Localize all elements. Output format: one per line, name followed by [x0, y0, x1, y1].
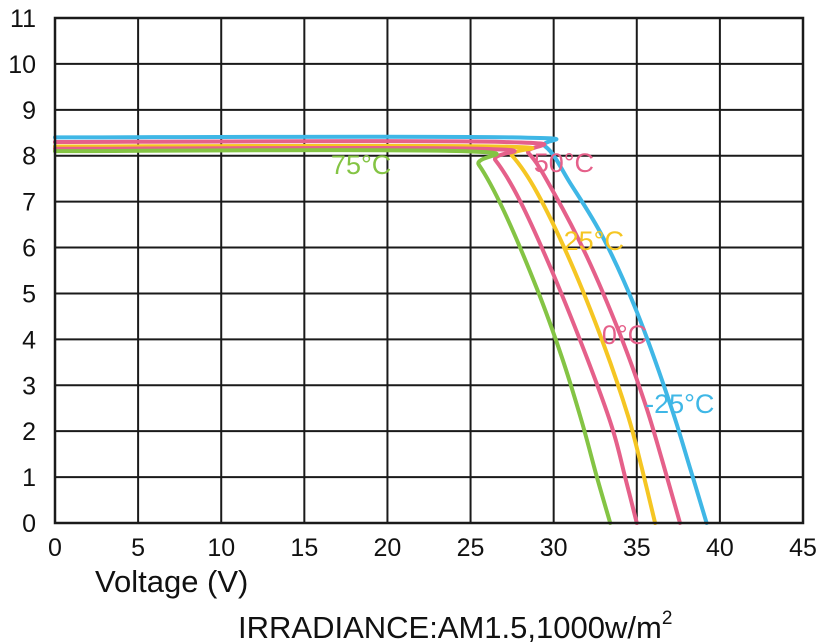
x-tick-label: 15 [290, 534, 318, 562]
x-tick-label: 30 [540, 534, 568, 562]
y-tick-label: 6 [22, 235, 36, 263]
grid [54, 17, 804, 524]
series-label: -25°C [645, 389, 714, 419]
y-tick-label: 7 [22, 189, 36, 217]
x-tick-label: 10 [207, 534, 235, 562]
x-axis-label: Voltage (V) [95, 564, 248, 599]
y-tick-label: 8 [22, 143, 36, 171]
x-tick-label: 35 [623, 534, 651, 562]
series-label: 0°C [602, 320, 647, 350]
series-line [53, 148, 613, 525]
x-tick-label: 25 [457, 534, 485, 562]
x-tick-label: 20 [374, 534, 402, 562]
series-line [53, 134, 709, 525]
irradiance-superscript: 2 [662, 608, 673, 629]
series-line [53, 145, 639, 525]
x-tick-labels: 0 5 10 15 20 25 30 35 40 45 [48, 534, 817, 562]
series-line [53, 139, 682, 525]
y-tick-label: 10 [8, 51, 36, 79]
curves [53, 134, 709, 525]
irradiance-text: IRRADIANCE:AM1.5,1000w/m [238, 610, 662, 644]
x-tick-label: 40 [706, 534, 734, 562]
x-tick-label: 0 [48, 534, 62, 562]
y-tick-label: 2 [22, 418, 36, 446]
series-label: 75°C [331, 150, 391, 180]
series-label: 50°C [534, 148, 594, 178]
y-tick-label: 4 [22, 326, 36, 354]
y-tick-label: 0 [22, 510, 36, 538]
y-tick-label: 9 [22, 97, 36, 125]
series-label: 25°C [564, 226, 624, 256]
y-tick-labels: 0 1 2 3 4 5 6 7 8 9 10 11 [8, 5, 36, 538]
irradiance-note: IRRADIANCE:AM1.5,1000w/m2 [238, 608, 672, 644]
x-tick-label: 5 [131, 534, 145, 562]
y-tick-label: 5 [22, 280, 36, 308]
y-tick-label: 3 [22, 372, 36, 400]
y-tick-label: 11 [10, 5, 36, 33]
x-tick-label: 45 [789, 534, 817, 562]
series-line [53, 143, 658, 525]
plot-frame [53, 16, 805, 525]
series-labels: -25°C 0°C 25°C 50°C 75°C [331, 148, 714, 419]
y-tick-label: 1 [22, 464, 36, 492]
